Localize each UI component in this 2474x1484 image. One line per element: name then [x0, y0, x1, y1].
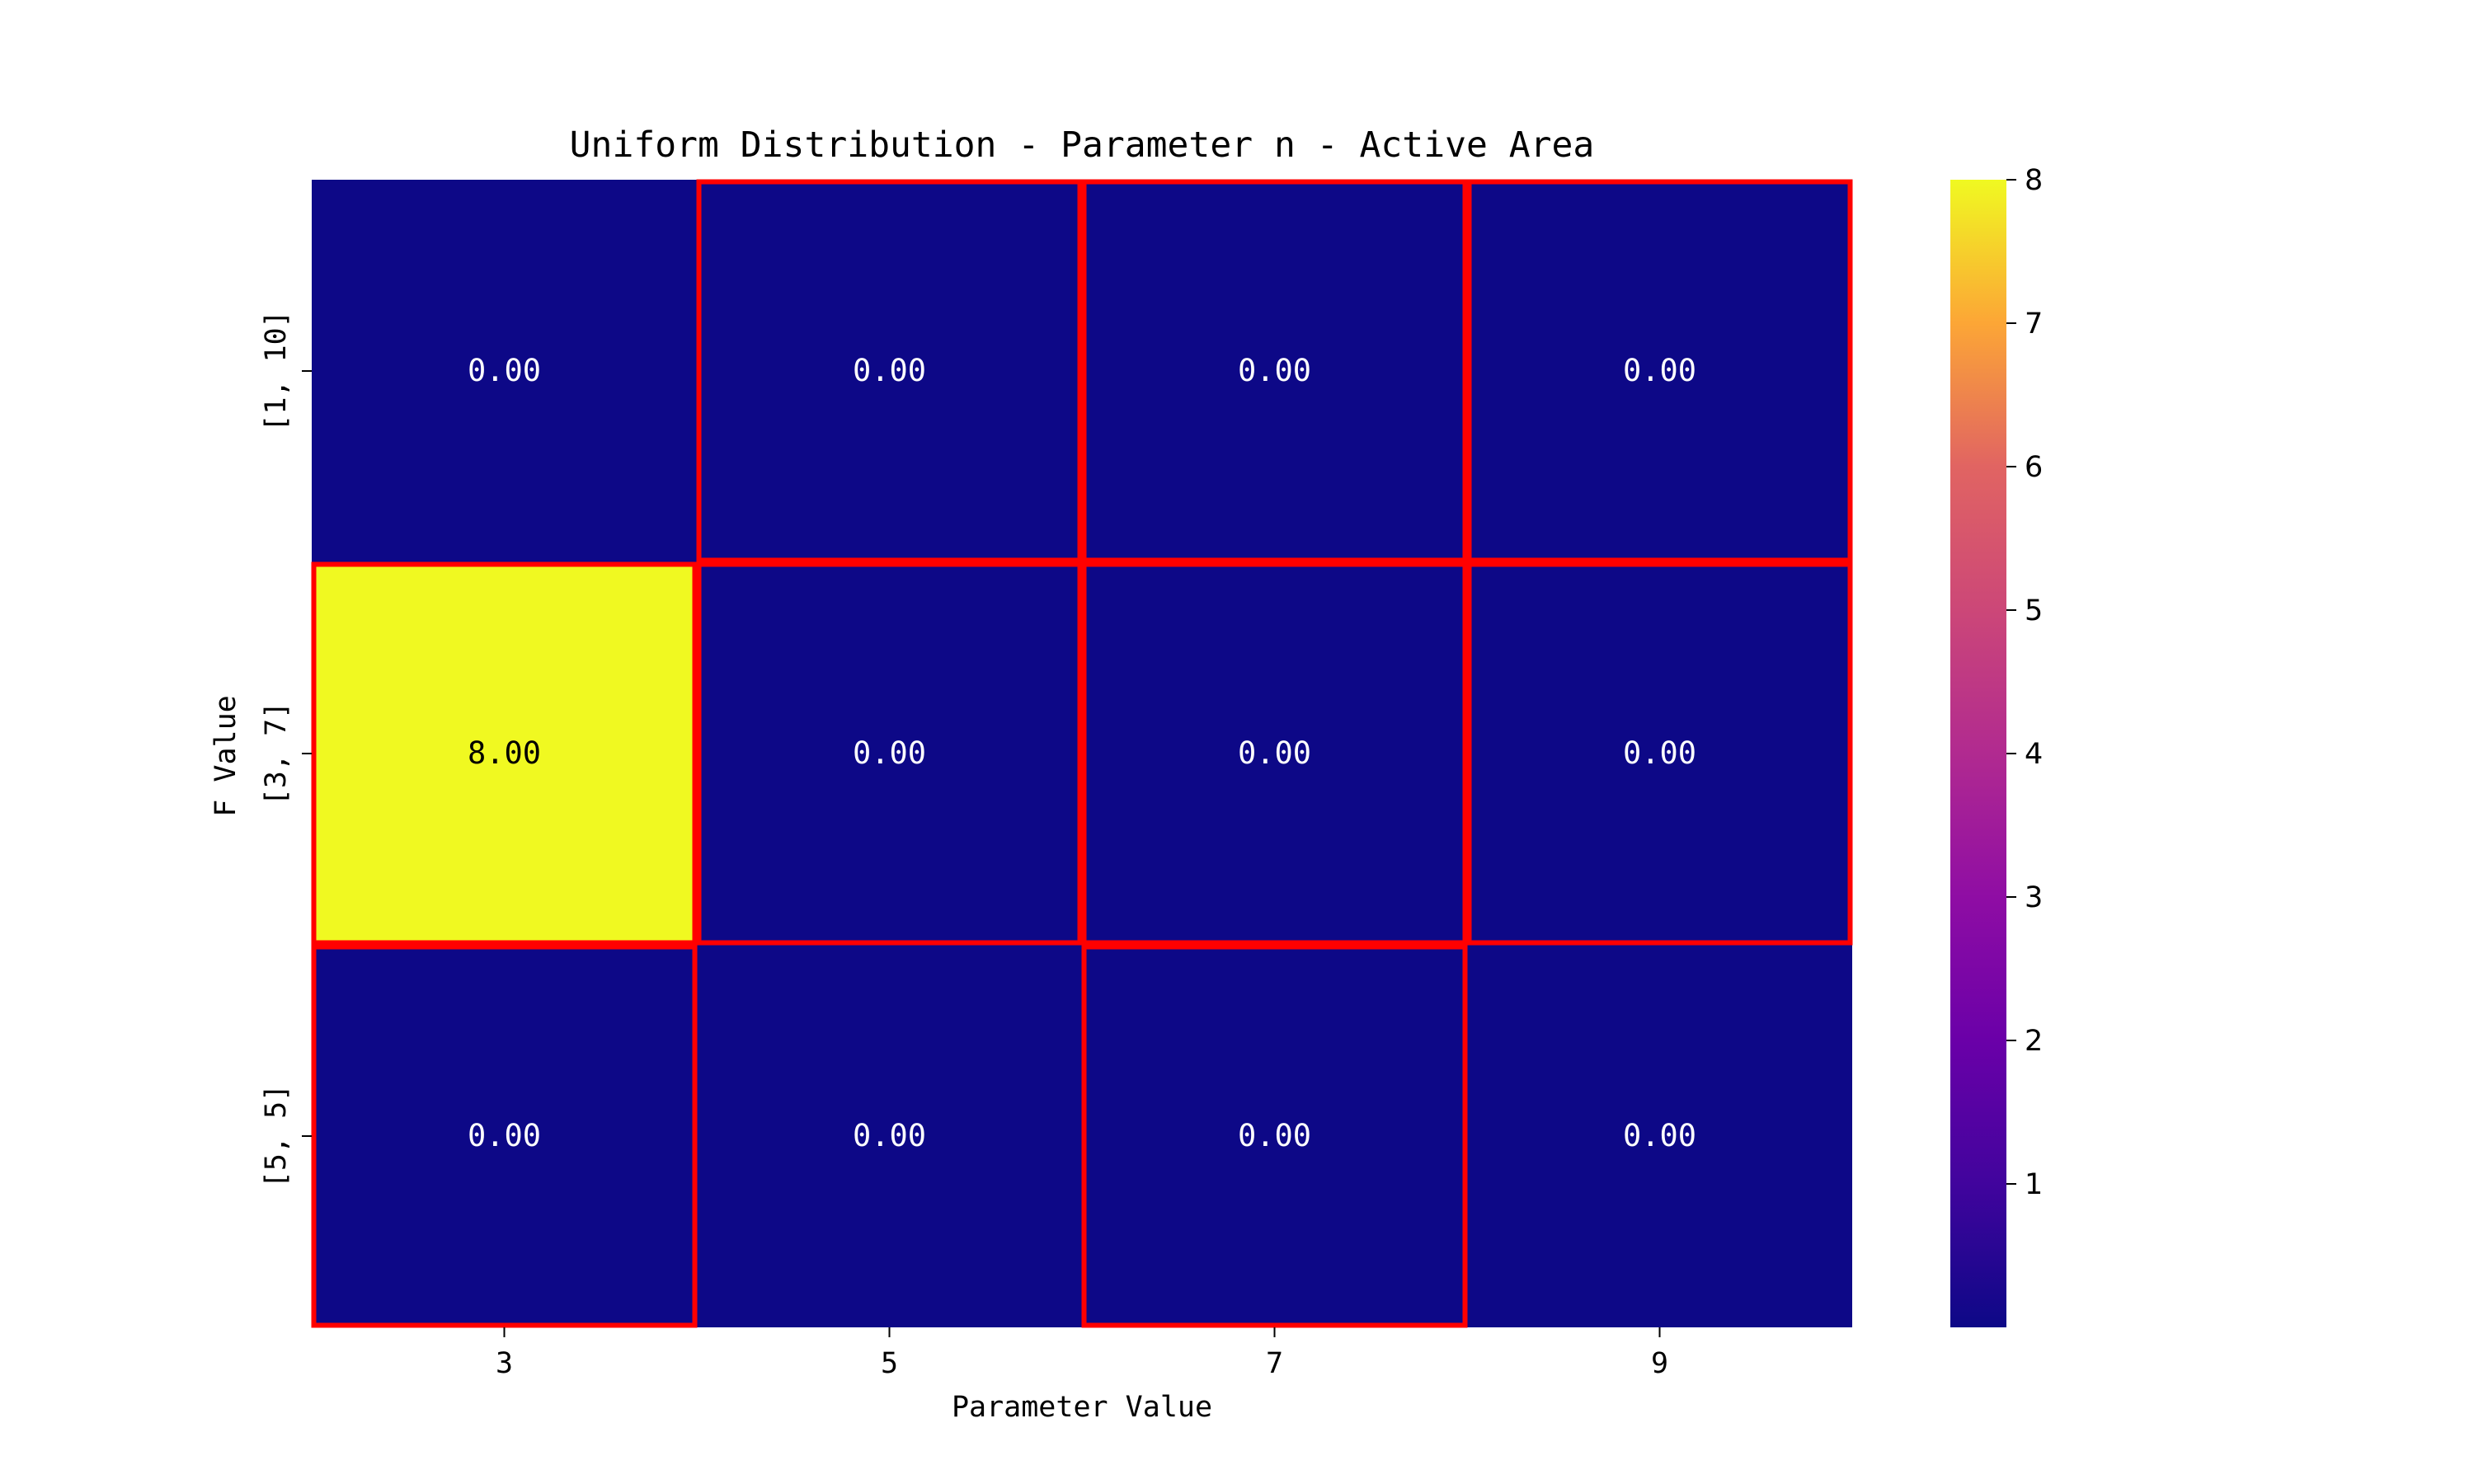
highlight-border	[311, 944, 698, 1328]
chart-title: Uniform Distribution - Parameter n - Act…	[570, 124, 1595, 166]
colorbar-tick-label: 5	[2025, 594, 2043, 627]
x-tick-label: 7	[1266, 1347, 1283, 1380]
cell-value-label: 8.00	[468, 735, 541, 771]
cell-value-label: 0.00	[1238, 353, 1311, 388]
cell-value-label: 0.00	[853, 735, 926, 771]
cell-value-label: 0.00	[1238, 735, 1311, 771]
heatmap-cells: 0.00 0.00 0.00 0.00 8.00 0.00 0.00 0.00 0.00 0.00…	[311, 179, 1853, 1328]
colorbar-tick-label: 4	[2025, 738, 2043, 771]
colorbar-tick-label: 8	[2025, 164, 2043, 197]
heatmap-cell	[697, 562, 1082, 945]
heatmap-cell	[1082, 180, 1467, 562]
x-tick-label: 5	[881, 1347, 898, 1380]
cell-value-label: 0.00	[468, 353, 541, 388]
highlight-border	[311, 561, 698, 946]
colorbar-ticks: 1 2 3 4 5 6 7 8	[2006, 164, 2043, 1201]
cell-value-label: 0.00	[1623, 1118, 1696, 1153]
highlight-border	[1081, 179, 1468, 563]
highlight-border	[1081, 561, 1468, 946]
x-axis-ticks: 3 5 7 9	[496, 1327, 1668, 1380]
cell-value-label: 0.00	[1238, 1118, 1311, 1153]
x-tick-label: 9	[1651, 1347, 1668, 1380]
highlight-border	[1466, 561, 1853, 946]
highlight-border	[1466, 179, 1853, 563]
colorbar-tick-label: 1	[2025, 1168, 2043, 1201]
y-tick-label: [5, 5]	[260, 1084, 293, 1188]
heatmap-cell	[697, 180, 1082, 562]
colorbar	[1950, 180, 2006, 1327]
heatmap-cell	[312, 945, 697, 1327]
heatmap-cell	[1082, 562, 1467, 945]
y-axis-ticks: [1, 10] [3, 7] [5, 5]	[260, 310, 312, 1188]
y-axis-label: F Value	[209, 695, 242, 817]
heatmap-cell	[312, 180, 697, 562]
cell-value-label: 0.00	[853, 353, 926, 388]
heatmap-cell	[1467, 562, 1852, 945]
cell-value-label: 0.00	[1623, 735, 1696, 771]
heatmap-cell	[1082, 945, 1467, 1327]
colorbar-tick-label: 2	[2025, 1025, 2043, 1058]
highlight-border	[1081, 944, 1468, 1328]
cell-value-label: 0.00	[1623, 353, 1696, 388]
x-axis-label: Parameter Value	[952, 1391, 1212, 1424]
y-tick-label: [3, 7]	[260, 702, 293, 805]
highlight-border	[696, 179, 1083, 563]
colorbar-tick-label: 3	[2025, 881, 2043, 914]
colorbar-tick-label: 6	[2025, 451, 2043, 484]
colorbar-tick-label: 7	[2025, 308, 2043, 340]
heatmap-cell	[312, 562, 697, 945]
heatmap-cell	[697, 945, 1082, 1327]
x-tick-label: 3	[496, 1347, 513, 1380]
highlight-border	[696, 561, 1083, 946]
cell-value-label: 0.00	[468, 1118, 541, 1153]
heatmap-cell	[1467, 180, 1852, 562]
y-tick-label: [1, 10]	[260, 310, 293, 432]
cell-value-label: 0.00	[853, 1118, 926, 1153]
heatmap-cell	[1467, 945, 1852, 1327]
